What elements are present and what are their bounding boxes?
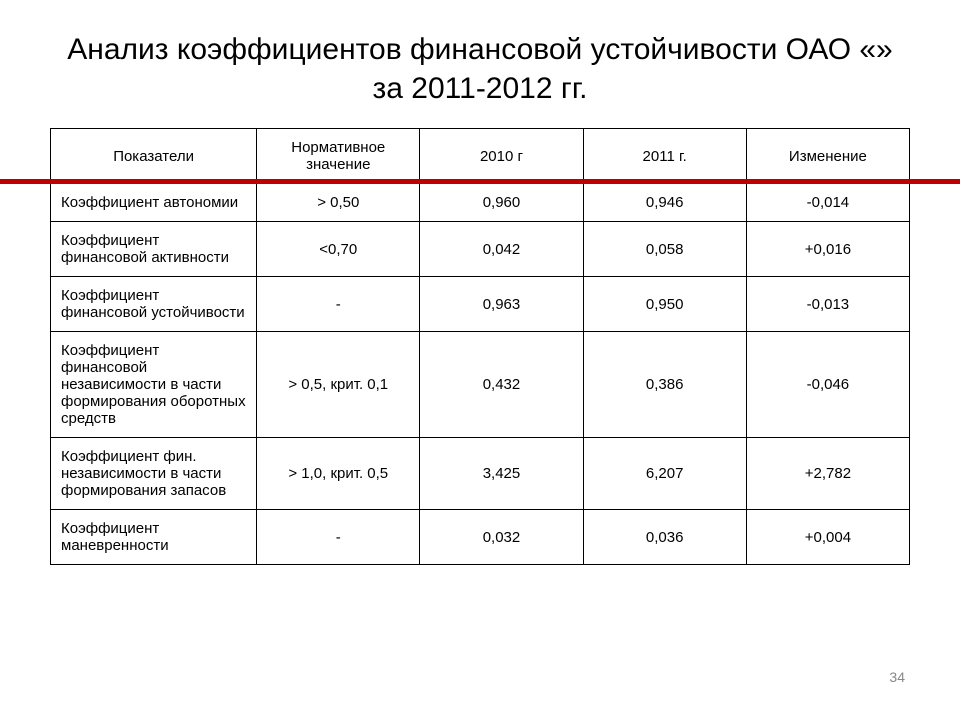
cell-norm: - bbox=[257, 277, 420, 332]
table-row: Коэффициент финансовой независимости в ч… bbox=[51, 332, 910, 438]
slide-title: Анализ коэффициентов финансовой устойчив… bbox=[50, 30, 910, 108]
col-header-change: Изменение bbox=[746, 129, 909, 184]
cell-2010: 0,963 bbox=[420, 277, 583, 332]
row-label: Коэффициент финансовой устойчивости bbox=[51, 277, 257, 332]
cell-2010: 0,042 bbox=[420, 222, 583, 277]
red-divider bbox=[0, 179, 960, 184]
table-header-row: Показатели Нормативное значение 2010 г 2… bbox=[51, 129, 910, 184]
cell-2010: 0,432 bbox=[420, 332, 583, 438]
row-label: Коэффициент фин. независимости в части ф… bbox=[51, 438, 257, 510]
cell-2010: 0,032 bbox=[420, 510, 583, 565]
col-header-2011: 2011 г. bbox=[583, 129, 746, 184]
table-body: Коэффициент автономии > 0,50 0,960 0,946… bbox=[51, 184, 910, 565]
cell-delta: +0,004 bbox=[746, 510, 909, 565]
cell-2011: 0,946 bbox=[583, 184, 746, 222]
cell-delta: -0,014 bbox=[746, 184, 909, 222]
row-label: Коэффициент финансовой активности bbox=[51, 222, 257, 277]
cell-norm: <0,70 bbox=[257, 222, 420, 277]
cell-norm: - bbox=[257, 510, 420, 565]
cell-delta: -0,046 bbox=[746, 332, 909, 438]
cell-norm: > 1,0, крит. 0,5 bbox=[257, 438, 420, 510]
page-number: 34 bbox=[889, 669, 905, 685]
cell-2011: 0,950 bbox=[583, 277, 746, 332]
table-row: Коэффициент маневренности - 0,032 0,036 … bbox=[51, 510, 910, 565]
cell-delta: +0,016 bbox=[746, 222, 909, 277]
cell-2011: 6,207 bbox=[583, 438, 746, 510]
cell-norm: > 0,5, крит. 0,1 bbox=[257, 332, 420, 438]
cell-2011: 0,036 bbox=[583, 510, 746, 565]
table-row: Коэффициент фин. независимости в части ф… bbox=[51, 438, 910, 510]
col-header-norm: Нормативное значение bbox=[257, 129, 420, 184]
cell-2010: 3,425 bbox=[420, 438, 583, 510]
col-header-indicator: Показатели bbox=[51, 129, 257, 184]
row-label: Коэффициент финансовой независимости в ч… bbox=[51, 332, 257, 438]
cell-2010: 0,960 bbox=[420, 184, 583, 222]
cell-delta: -0,013 bbox=[746, 277, 909, 332]
row-label: Коэффициент автономии bbox=[51, 184, 257, 222]
cell-norm: > 0,50 bbox=[257, 184, 420, 222]
cell-2011: 0,386 bbox=[583, 332, 746, 438]
slide: Анализ коэффициентов финансовой устойчив… bbox=[0, 0, 960, 720]
table-row: Коэффициент автономии > 0,50 0,960 0,946… bbox=[51, 184, 910, 222]
table-row: Коэффициент финансовой устойчивости - 0,… bbox=[51, 277, 910, 332]
coefficients-table: Показатели Нормативное значение 2010 г 2… bbox=[50, 128, 910, 565]
row-label: Коэффициент маневренности bbox=[51, 510, 257, 565]
table-row: Коэффициент финансовой активности <0,70 … bbox=[51, 222, 910, 277]
cell-delta: +2,782 bbox=[746, 438, 909, 510]
cell-2011: 0,058 bbox=[583, 222, 746, 277]
col-header-2010: 2010 г bbox=[420, 129, 583, 184]
